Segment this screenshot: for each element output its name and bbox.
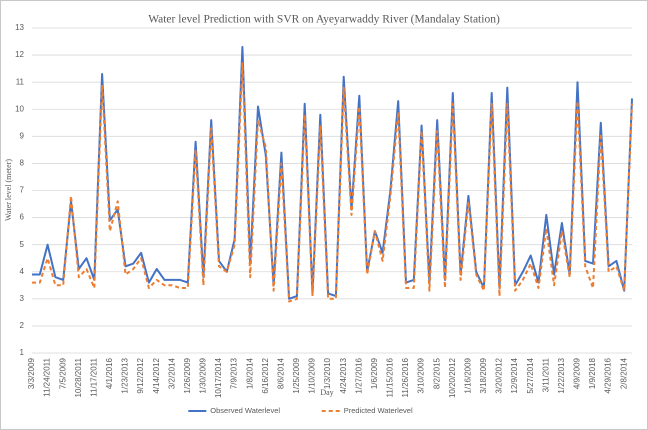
y-tick-label: 13 — [15, 23, 24, 32]
series-line — [32, 62, 633, 303]
series-line — [32, 46, 633, 300]
x-tick-label: 4/29/2016 — [604, 357, 613, 393]
x-tick-label: 4/24/2013 — [339, 357, 348, 393]
chart-title: Water level Prediction with SVR on Ayeya… — [148, 14, 500, 26]
x-tick-label: 3/2/2014 — [167, 357, 176, 389]
y-tick-label: 9 — [20, 131, 25, 140]
y-tick-label: 6 — [20, 213, 25, 222]
x-tick-label: 2/8/2014 — [619, 357, 628, 389]
x-tick-label: 1/3/2010 — [323, 357, 332, 389]
x-tick-label: 1/9/2018 — [588, 357, 597, 389]
y-axis-title: Water level (meter) — [4, 159, 13, 221]
x-tick-label: 1/6/2009 — [370, 357, 379, 389]
x-tick-label: 11/26/2016 — [401, 357, 410, 397]
x-tick-label: 3/20/2012 — [495, 357, 504, 393]
x-tick-label: 8/2/2015 — [432, 357, 441, 389]
x-tick-label: 1/27/2016 — [354, 357, 363, 393]
y-tick-label: 1 — [20, 348, 25, 357]
x-tick-label: 7/9/2013 — [230, 357, 239, 389]
y-tick-label: 4 — [20, 267, 25, 276]
y-tick-label: 5 — [20, 240, 25, 249]
x-tick-label: 5/27/2014 — [526, 357, 535, 393]
y-tick-label: 11 — [16, 77, 25, 86]
x-tick-label: 9/12/2012 — [136, 357, 145, 393]
x-tick-label: 3/11/2011 — [541, 357, 550, 392]
x-axis-title: Day — [320, 388, 333, 397]
y-tick-label: 2 — [20, 321, 25, 330]
y-tick-label: 10 — [15, 104, 24, 113]
x-tick-label: 1/23/2013 — [121, 357, 130, 393]
x-tick-label: 4/14/2012 — [152, 357, 161, 393]
x-tick-label: 4/1/2016 — [105, 357, 114, 389]
y-tick-label: 8 — [20, 159, 25, 168]
x-tick-label: 8/6/2014 — [276, 357, 285, 389]
x-tick-label: 10/20/2012 — [448, 357, 457, 398]
x-tick-label: 11/24/2011 — [43, 357, 52, 396]
x-tick-label: 1/26/2009 — [183, 357, 192, 393]
x-tick-label: 11/17/2011 — [89, 357, 98, 396]
x-tick-label: 4/9/2009 — [573, 357, 582, 389]
legend-label: Predicted Waterlevel — [344, 406, 413, 415]
y-tick-label: 12 — [15, 50, 24, 59]
x-tick-label: 1/22/2013 — [557, 357, 566, 393]
x-tick-label: 12/9/2014 — [510, 357, 519, 393]
y-tick-label: 7 — [20, 186, 25, 195]
x-tick-label: 3/18/2009 — [479, 357, 488, 393]
x-tick-label: 1/16/2009 — [463, 357, 472, 393]
legend-label: Observed Waterlevel — [210, 406, 280, 415]
x-tick-label: 10/17/2014 — [214, 357, 223, 398]
x-tick-label: 11/15/2016 — [386, 357, 395, 397]
x-tick-label: 1/25/2009 — [292, 357, 301, 393]
x-tick-label: 1/8/2014 — [245, 357, 254, 389]
x-tick-label: 6/16/2012 — [261, 357, 270, 393]
x-tick-label: 3/10/2009 — [417, 357, 426, 393]
x-tick-label: 10/28/2011 — [74, 357, 83, 397]
x-tick-label: 3/3/2009 — [27, 357, 36, 389]
y-tick-label: 3 — [20, 294, 25, 303]
x-tick-label: 1/30/2009 — [199, 357, 208, 393]
x-tick-label: 7/5/2009 — [58, 357, 67, 389]
x-tick-label: 1/10/2009 — [308, 357, 317, 393]
